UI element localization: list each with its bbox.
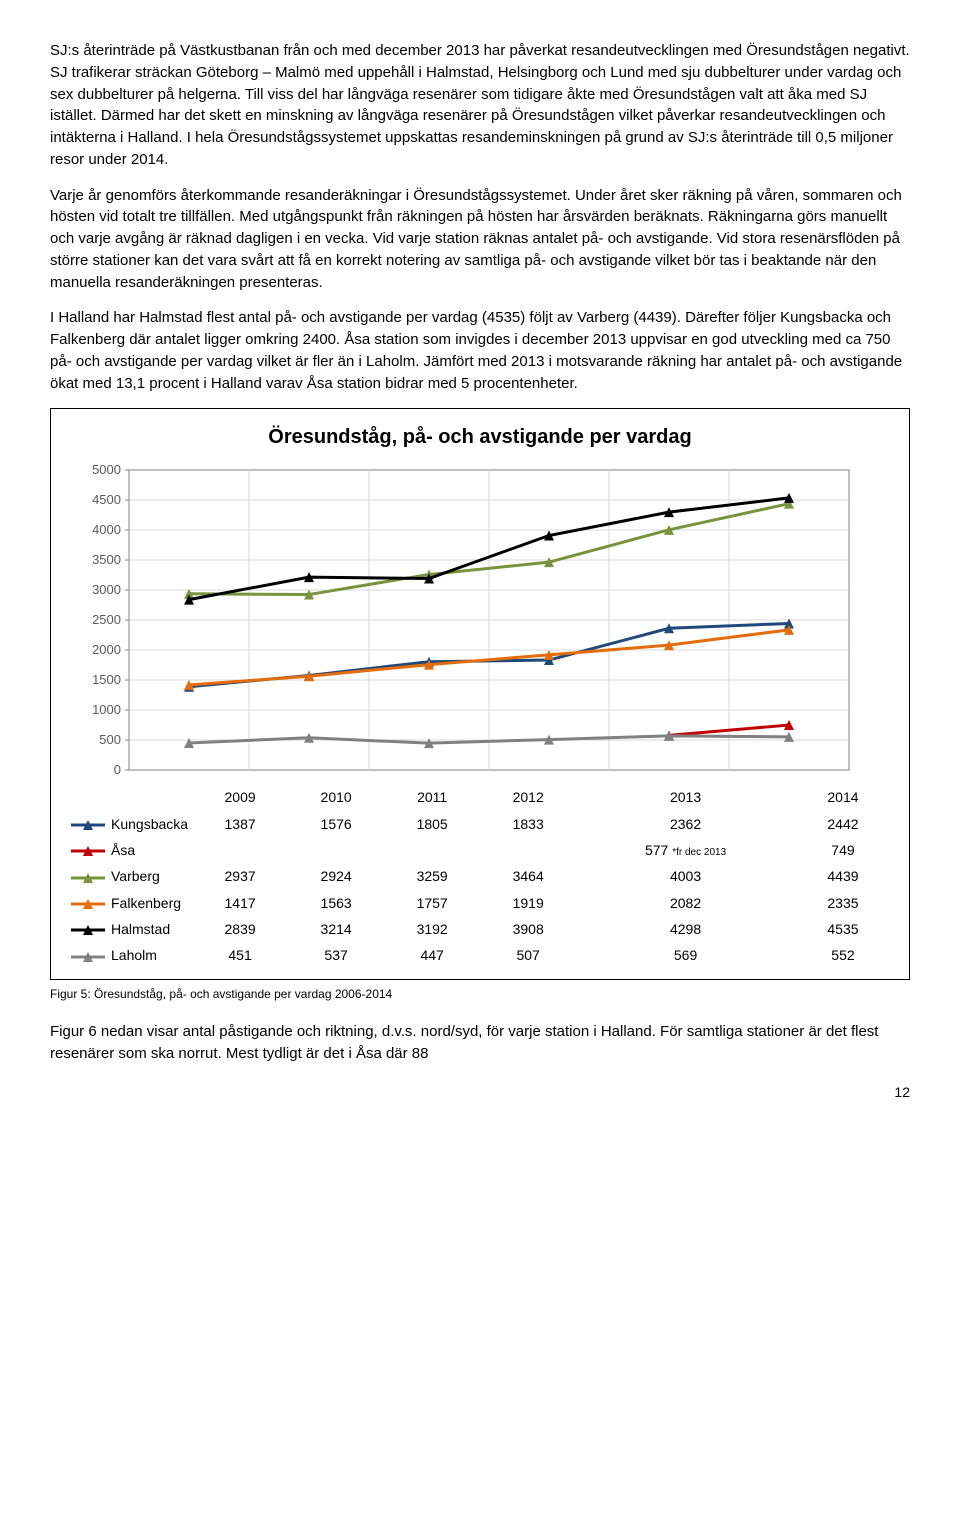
svg-text:3000: 3000	[92, 582, 121, 597]
table-cell: 3214	[288, 916, 384, 942]
table-cell	[480, 837, 576, 864]
table-cell: 1833	[480, 811, 576, 837]
table-cell	[384, 837, 480, 864]
table-cell: 2362	[576, 811, 795, 837]
table-cell: 2937	[192, 863, 288, 889]
svg-text:4500: 4500	[92, 492, 121, 507]
table-cell: 2839	[192, 916, 288, 942]
table-row: Kungsbacka138715761805183323622442	[69, 811, 891, 837]
svg-text:2500: 2500	[92, 612, 121, 627]
chart-data-table: 200920102011201220132014 Kungsbacka13871…	[69, 784, 891, 968]
chart-container: Öresundståg, på- och avstigande per vard…	[50, 408, 910, 979]
table-cell: 3908	[480, 916, 576, 942]
svg-text:0: 0	[114, 762, 121, 777]
svg-text:3500: 3500	[92, 552, 121, 567]
svg-text:5000: 5000	[92, 462, 121, 477]
table-cell: 577 *fr dec 2013	[576, 837, 795, 864]
table-row: Varberg293729243259346440034439	[69, 863, 891, 889]
table-cell: 552	[795, 942, 891, 968]
table-cell: 4535	[795, 916, 891, 942]
table-cell: 3192	[384, 916, 480, 942]
page-number: 12	[50, 1082, 910, 1102]
year-header: 2014	[795, 784, 891, 810]
series-label: Halmstad	[69, 916, 192, 942]
paragraph-4: Figur 6 nedan visar antal påstigande och…	[50, 1021, 910, 1065]
svg-text:1000: 1000	[92, 702, 121, 717]
year-header: 2013	[576, 784, 795, 810]
table-cell: 507	[480, 942, 576, 968]
table-cell: 569	[576, 942, 795, 968]
table-header-row: 200920102011201220132014	[69, 784, 891, 810]
series-label: Laholm	[69, 942, 192, 968]
year-header: 2009	[192, 784, 288, 810]
chart-title: Öresundståg, på- och avstigande per vard…	[69, 423, 891, 452]
series-label: Åsa	[69, 837, 192, 864]
figure-caption: Figur 5: Öresundståg, på- och avstigande…	[50, 986, 910, 1003]
table-cell: 4439	[795, 863, 891, 889]
paragraph-3: I Halland har Halmstad flest antal på- o…	[50, 307, 910, 394]
table-cell: 749	[795, 837, 891, 864]
paragraph-1: SJ:s återinträde på Västkustbanan från o…	[50, 40, 910, 171]
year-header: 2010	[288, 784, 384, 810]
table-cell: 447	[384, 942, 480, 968]
table-cell: 1576	[288, 811, 384, 837]
table-cell	[288, 837, 384, 864]
paragraph-2: Varje år genomförs återkommande resander…	[50, 185, 910, 294]
table-cell: 2335	[795, 890, 891, 916]
table-row: Laholm451537447507569552	[69, 942, 891, 968]
table-cell: 1387	[192, 811, 288, 837]
table-cell: 451	[192, 942, 288, 968]
table-cell: 4003	[576, 863, 795, 889]
table-cell: 1805	[384, 811, 480, 837]
svg-text:4000: 4000	[92, 522, 121, 537]
line-chart: 0 500 1000 1500 2000 2500 3000 3500 4000 4500 5000	[69, 460, 859, 780]
svg-text:2000: 2000	[92, 642, 121, 657]
series-label: Falkenberg	[69, 890, 192, 916]
table-cell: 3259	[384, 863, 480, 889]
year-header: 2012	[480, 784, 576, 810]
table-row: Halmstad283932143192390842984535	[69, 916, 891, 942]
table-row: Falkenberg141715631757191920822335	[69, 890, 891, 916]
table-cell: 1919	[480, 890, 576, 916]
series-label: Varberg	[69, 863, 192, 889]
table-cell: 1417	[192, 890, 288, 916]
table-cell: 537	[288, 942, 384, 968]
table-cell: 3464	[480, 863, 576, 889]
table-cell: 4298	[576, 916, 795, 942]
series-label: Kungsbacka	[69, 811, 192, 837]
table-cell: 2442	[795, 811, 891, 837]
svg-text:500: 500	[99, 732, 121, 747]
table-cell: 2924	[288, 863, 384, 889]
svg-text:1500: 1500	[92, 672, 121, 687]
table-cell: 2082	[576, 890, 795, 916]
year-header: 2011	[384, 784, 480, 810]
table-row: Åsa 577 *fr dec 2013749	[69, 837, 891, 864]
table-cell: 1563	[288, 890, 384, 916]
table-cell: 1757	[384, 890, 480, 916]
table-cell	[192, 837, 288, 864]
